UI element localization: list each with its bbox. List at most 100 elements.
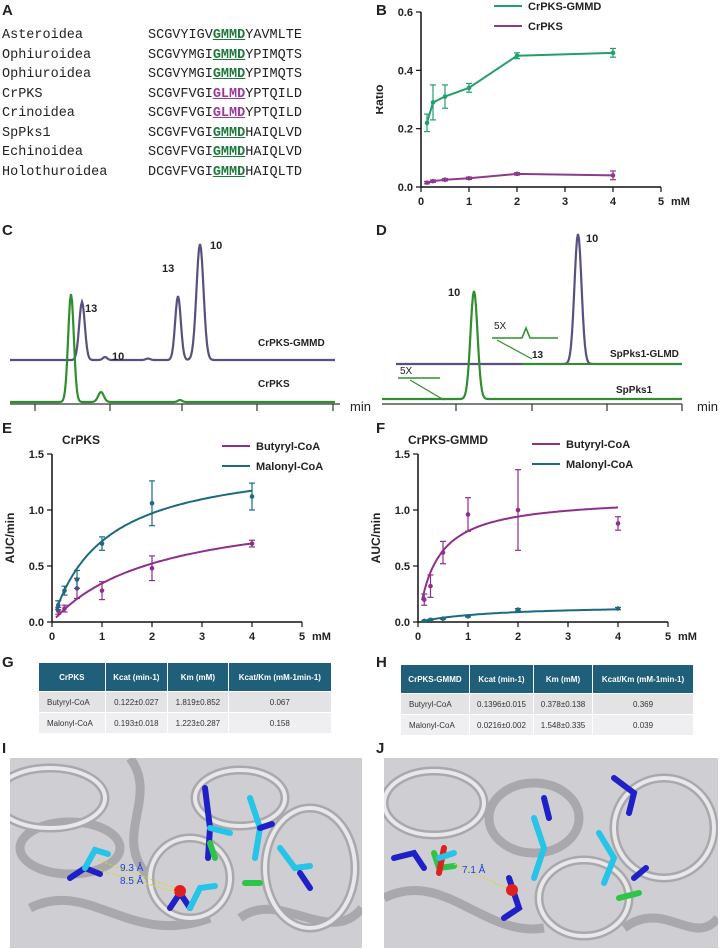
- sequence: DCGVFVGIGMMDHAIQLTD: [148, 165, 302, 180]
- y-tick-label: 0.4: [398, 65, 414, 77]
- sequence: SCGVYMGIGMMDYPIMQTS: [148, 67, 302, 82]
- trace-crpks: [10, 293, 335, 404]
- data-point: [440, 616, 446, 621]
- table-cell: 1.819±0.852: [167, 691, 229, 713]
- sequence-prefix: SCGVYMGI: [148, 47, 213, 63]
- trace-crpks-gmmd: [10, 243, 335, 362]
- trace-label: SpPks1-GLMD: [610, 349, 679, 360]
- protein-structure-j: 7.1 Å: [384, 758, 718, 948]
- x-tick-label: 2: [149, 631, 155, 640]
- x-axis-label: min: [350, 399, 371, 414]
- motif: GMMD: [212, 47, 246, 63]
- series-line: [426, 51, 614, 124]
- chart-d-chromatogram: min SpPks1-GLMD SpPks1 10 10 13 5X 5X: [382, 233, 718, 414]
- table-header: Km (mM): [532, 664, 594, 694]
- inset-arrow: [496, 339, 533, 360]
- data-point: [466, 175, 472, 181]
- y-tick-label: 0.6: [398, 7, 413, 19]
- table-cell: 1.223±0.287: [167, 712, 229, 734]
- chart-e-kinetics: 0 1 2 3 4 5 0.0 0.5 1.0 1.5 mM AUC/min CrPKS Butyryl-…: [3, 433, 331, 640]
- y-tick-label: 0.0: [29, 617, 44, 629]
- x-unit-label: mM: [312, 631, 331, 640]
- fit-curve: [55, 542, 253, 619]
- table-cell: 0.369: [592, 693, 694, 715]
- motif: GMMD: [212, 145, 246, 160]
- data-point: [62, 588, 67, 593]
- trace-label: CrPKS: [258, 379, 290, 390]
- x-axis-label: min: [697, 399, 718, 414]
- trace-label: SpPks1: [616, 385, 653, 396]
- chart-title: CrPKS: [62, 433, 100, 447]
- x-tick-label: 0: [418, 196, 424, 208]
- chart-f-kinetics: 0 1 2 3 4 5 0.0 0.5 1.0 1.5 mM AUC/min CrPKS-GMMD But…: [369, 433, 697, 640]
- series-1: [55, 480, 255, 611]
- data-point: [465, 614, 471, 619]
- data-point: [515, 507, 521, 513]
- series-0: [424, 47, 616, 133]
- table-cell: 0.122±0.027: [104, 691, 169, 713]
- sequence-suffix: HAIQLTD: [245, 164, 302, 180]
- taxon-name: Ophiuroidea: [2, 67, 92, 82]
- data-point: [149, 500, 155, 506]
- table-header: Kcat/Km (mM-1min-1): [227, 662, 333, 692]
- data-point: [74, 577, 80, 582]
- data-point: [421, 597, 427, 602]
- protein-structure-i: 9.3 Å 8.5 Å: [10, 758, 362, 948]
- table-cell: 0.039: [592, 714, 694, 736]
- panel-label-g: G: [2, 654, 14, 671]
- x-tick-label: 4: [615, 631, 622, 640]
- motif: GMMD: [212, 28, 246, 43]
- taxon-name: CrPKS: [2, 86, 43, 102]
- motif: GMMD: [212, 125, 246, 141]
- data-point: [421, 618, 427, 624]
- data-point: [424, 180, 430, 185]
- x-tick-label: 1: [466, 196, 472, 208]
- data-point: [428, 617, 433, 623]
- chart-c-chromatogram: min CrPKS-GMMD CrPKS 13 13 10 10: [10, 240, 371, 414]
- data-point: [610, 50, 616, 56]
- y-tick-label: 0.5: [395, 561, 410, 573]
- taxon-name: Asteroidea: [2, 28, 84, 43]
- peak-label: 10: [210, 240, 222, 252]
- inset-trace: [492, 325, 558, 339]
- sequence-suffix: YPTQILD: [245, 106, 302, 121]
- panel-label-c: C: [2, 222, 13, 239]
- y-tick-label: 0.2: [398, 124, 413, 136]
- legend-label: Butyryl-CoA: [256, 441, 320, 453]
- data-point: [149, 565, 155, 571]
- motif: GMMD: [212, 67, 246, 82]
- fit-curve: [421, 506, 619, 601]
- data-point: [615, 521, 621, 526]
- data-point: [249, 494, 255, 499]
- sequence-prefix: SCGVFVGI: [148, 125, 213, 141]
- data-point: [442, 94, 448, 99]
- data-point: [610, 173, 616, 178]
- x-tick-label: 0: [415, 631, 421, 640]
- data-point: [424, 120, 430, 126]
- x-unit-label: mM: [678, 631, 697, 640]
- sequence-suffix: YPIMQTS: [245, 47, 302, 63]
- table-cell: 1.548±0.335: [532, 714, 594, 736]
- legend-label: CrPKS: [528, 21, 563, 33]
- taxon-name: Holothuroidea: [2, 164, 108, 180]
- x-tick-label: 5: [299, 631, 305, 640]
- data-point: [515, 607, 521, 612]
- x-tick-label: 0: [49, 631, 55, 640]
- fit-curve: [421, 608, 619, 623]
- table-cell: 0.067: [227, 691, 333, 713]
- y-axis-label: AUC/min: [3, 513, 17, 564]
- panel-label-a: A: [2, 2, 13, 19]
- legend-label: Malonyl-CoA: [566, 459, 633, 471]
- y-tick-label: 0.5: [29, 561, 44, 573]
- data-point: [99, 588, 105, 593]
- table-header: Kcat (min-1): [104, 662, 169, 692]
- motif: GLMD: [212, 86, 246, 102]
- peak-label: 13: [162, 263, 174, 275]
- chart-title: CrPKS-GMMD: [408, 433, 488, 447]
- sequence-prefix: DCGVFVGI: [148, 164, 213, 180]
- fit-curve: [55, 489, 253, 611]
- sequence-suffix: YPIMQTS: [245, 67, 302, 82]
- sequence: SCGVFVGIGMMDHAIQLVD: [148, 126, 302, 141]
- x-tick-label: 5: [658, 196, 664, 208]
- table-cell: 0.0216±0.002: [468, 714, 534, 736]
